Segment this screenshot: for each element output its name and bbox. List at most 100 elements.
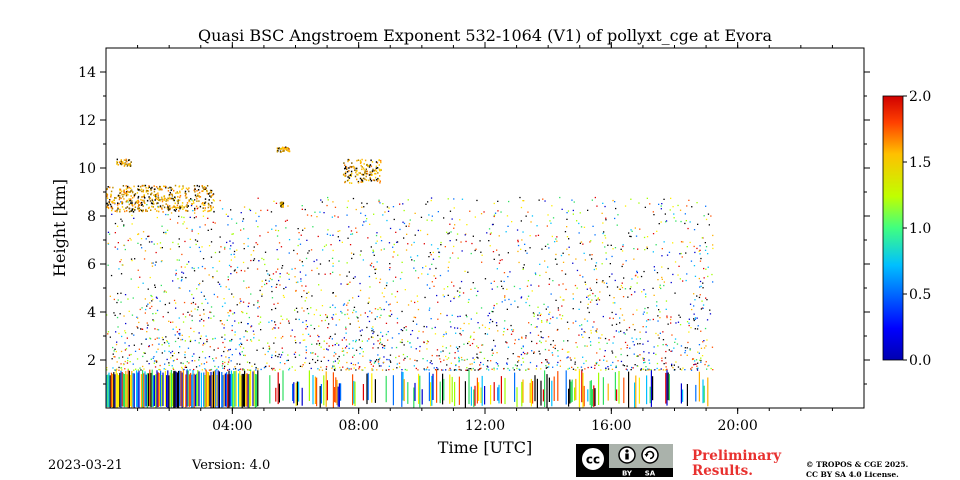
noise-pixel xyxy=(261,293,263,295)
cloud-pixel xyxy=(121,202,123,204)
noise-pixel xyxy=(333,365,336,367)
noise-pixel xyxy=(280,337,282,339)
noise-pixel xyxy=(612,361,614,364)
noise-pixel xyxy=(477,322,479,324)
noise-pixel xyxy=(657,320,659,322)
noise-pixel xyxy=(650,369,652,371)
bl-streak xyxy=(119,372,121,408)
noise-pixel xyxy=(599,359,601,361)
noise-pixel xyxy=(704,249,707,251)
cloud-pixel xyxy=(119,162,122,165)
noise-pixel xyxy=(193,217,196,219)
noise-pixel xyxy=(632,313,634,316)
cloud-pixel xyxy=(150,193,152,196)
noise-pixel xyxy=(380,314,382,316)
noise-pixel xyxy=(186,369,188,371)
noise-pixel xyxy=(628,232,630,234)
noise-pixel xyxy=(242,261,245,264)
noise-pixel xyxy=(457,348,459,350)
cloud-pixel xyxy=(377,177,379,180)
noise-pixel xyxy=(661,255,663,257)
noise-pixel xyxy=(574,369,576,371)
bl-streak xyxy=(191,374,193,408)
noise-pixel xyxy=(518,338,520,341)
noise-pixel xyxy=(559,359,562,362)
noise-pixel xyxy=(512,329,515,331)
noise-pixel xyxy=(612,302,614,304)
noise-pixel xyxy=(210,228,213,230)
noise-pixel xyxy=(572,293,574,295)
noise-pixel xyxy=(690,368,692,371)
noise-pixel xyxy=(172,321,174,323)
noise-pixel xyxy=(519,288,521,290)
noise-pixel xyxy=(624,341,627,344)
cloud-pixel xyxy=(210,207,212,209)
noise-pixel xyxy=(323,245,326,248)
noise-pixel xyxy=(171,365,173,367)
noise-pixel xyxy=(314,211,316,213)
noise-pixel xyxy=(501,301,503,303)
noise-pixel xyxy=(379,316,381,319)
cloud-pixel xyxy=(350,175,352,177)
noise-pixel xyxy=(151,305,153,308)
noise-pixel xyxy=(279,284,281,286)
noise-pixel xyxy=(388,369,390,371)
noise-pixel xyxy=(468,341,470,343)
noise-pixel xyxy=(279,368,281,371)
cloud-pixel xyxy=(357,174,359,176)
noise-pixel xyxy=(227,361,230,363)
noise-pixel xyxy=(566,218,568,220)
noise-pixel xyxy=(567,368,569,370)
noise-pixel xyxy=(508,369,511,371)
noise-pixel xyxy=(111,358,113,360)
noise-pixel xyxy=(175,274,177,276)
noise-pixel xyxy=(166,358,168,361)
noise-pixel xyxy=(175,326,177,328)
cloud-pixel xyxy=(122,162,125,165)
noise-pixel xyxy=(684,352,686,354)
plot-frame xyxy=(105,47,865,409)
noise-pixel xyxy=(500,211,502,213)
noise-pixel xyxy=(483,357,486,360)
noise-pixel xyxy=(371,327,373,330)
noise-pixel xyxy=(306,239,308,241)
noise-pixel xyxy=(480,251,482,253)
x-axis: 04:00 08:00 12:00 16:00 20:00 xyxy=(137,42,833,434)
noise-pixel xyxy=(341,347,344,350)
noise-pixel xyxy=(630,198,632,200)
noise-pixel xyxy=(488,312,491,314)
cloud-pixel xyxy=(280,148,282,150)
noise-pixel xyxy=(575,369,577,371)
noise-pixel xyxy=(611,255,613,258)
noise-pixel xyxy=(591,258,593,260)
noise-pixel xyxy=(499,259,501,262)
noise-pixel xyxy=(692,358,694,360)
noise-pixel xyxy=(581,334,583,336)
noise-pixel xyxy=(449,321,451,323)
noise-pixel xyxy=(346,313,349,315)
noise-pixel xyxy=(646,197,648,199)
noise-pixel xyxy=(348,271,350,273)
noise-pixel xyxy=(418,330,420,332)
cloud-pixel xyxy=(349,165,351,168)
noise-pixel xyxy=(473,338,475,341)
cloud-pixel xyxy=(174,196,176,198)
noise-pixel xyxy=(542,337,544,339)
cloud-pixel xyxy=(279,151,282,153)
noise-pixel xyxy=(474,216,476,218)
noise-pixel xyxy=(332,292,334,294)
noise-pixel xyxy=(313,328,316,330)
cloud-pixel xyxy=(125,192,127,194)
noise-pixel xyxy=(666,368,668,371)
noise-pixel xyxy=(334,360,336,362)
noise-pixel xyxy=(508,200,510,203)
noise-pixel xyxy=(552,340,554,342)
noise-pixel xyxy=(578,308,580,310)
noise-pixel xyxy=(225,286,227,288)
noise-pixel xyxy=(287,205,289,207)
noise-pixel xyxy=(564,273,567,275)
noise-pixel xyxy=(379,338,381,340)
noise-pixel xyxy=(293,353,296,355)
noise-pixel xyxy=(645,331,647,333)
noise-pixel xyxy=(156,328,159,331)
